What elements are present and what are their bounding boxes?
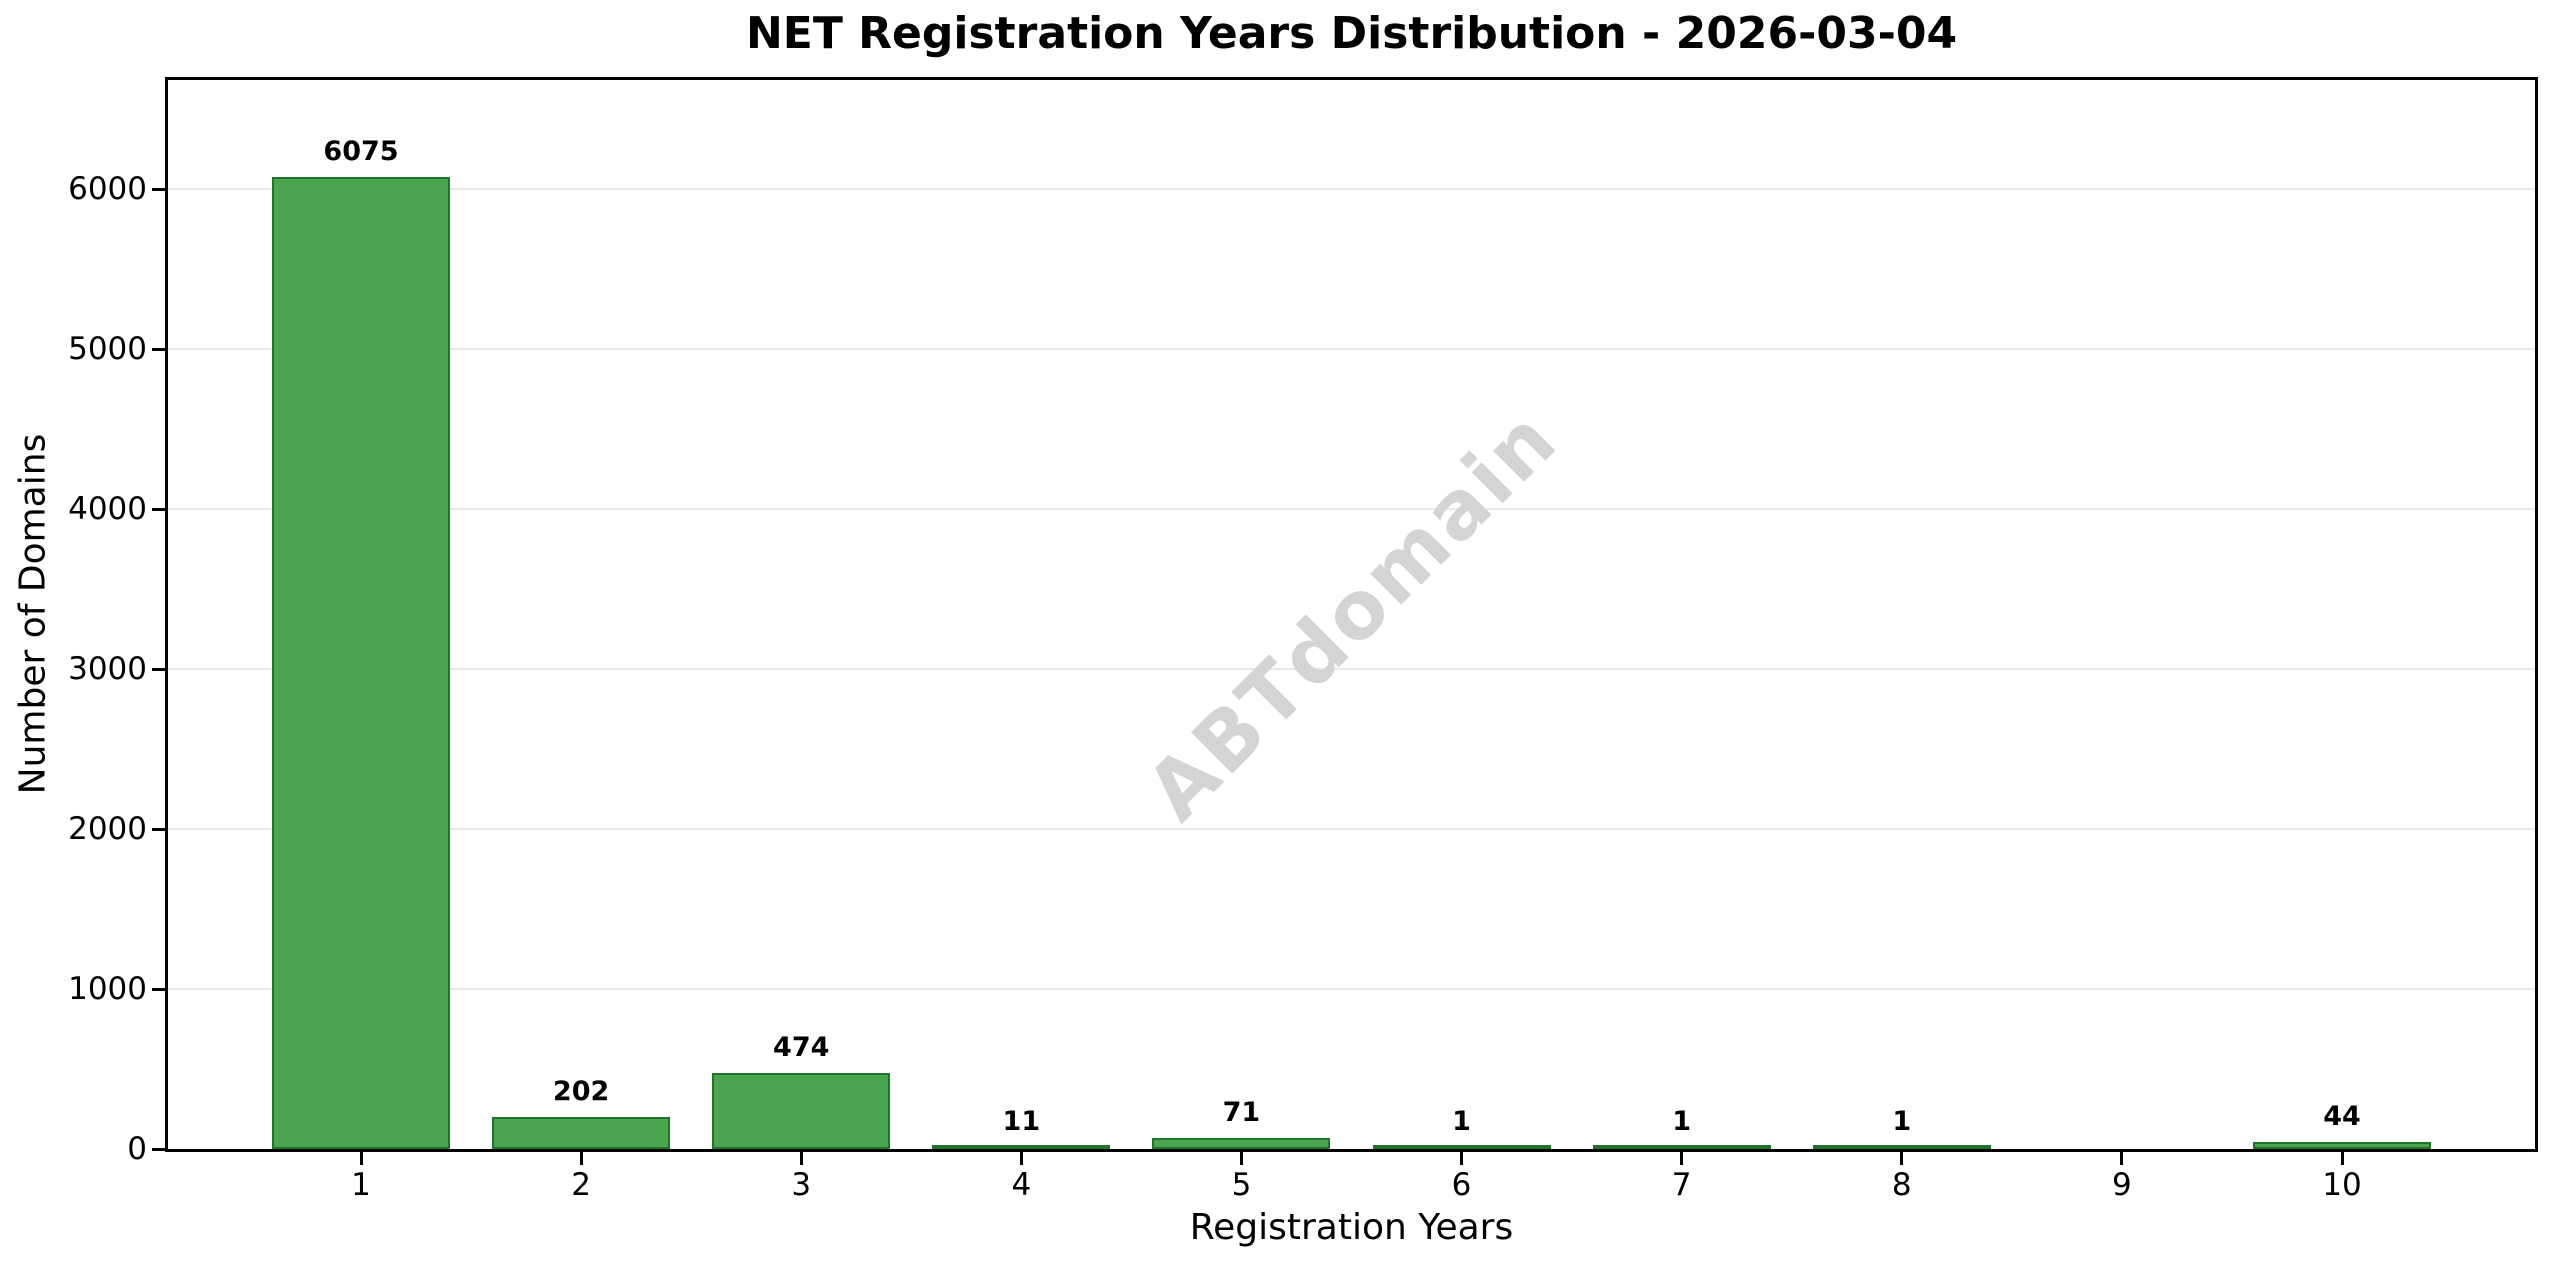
bar <box>1372 1145 1551 1149</box>
y-tick-label: 4000 <box>68 491 147 528</box>
y-tick-mark <box>152 507 165 511</box>
bar <box>272 177 450 1149</box>
gridline <box>168 668 2535 671</box>
gridline <box>168 508 2535 511</box>
y-tick-mark <box>152 827 165 831</box>
gridline <box>168 828 2535 831</box>
gridline <box>168 988 2535 991</box>
y-tick-mark <box>152 187 165 191</box>
bar-value-label: 474 <box>773 1032 830 1064</box>
bar-value-label: 11 <box>1002 1106 1041 1137</box>
bar-value-label: 44 <box>2323 1100 2361 1132</box>
bar <box>1812 1145 1991 1149</box>
bar-value-label: 71 <box>1222 1096 1261 1128</box>
x-axis-label: Registration Years <box>1189 1207 1514 1248</box>
y-tick-label: 2000 <box>68 811 147 848</box>
bar <box>1152 1137 1331 1149</box>
bar-value-label: 1 <box>1892 1106 1912 1137</box>
y-tick-label: 0 <box>127 1131 147 1167</box>
bar <box>712 1073 891 1149</box>
watermark-text: ABTdomain <box>1128 391 1575 838</box>
y-tick-label: 1000 <box>68 971 147 1008</box>
y-tick-mark <box>152 987 165 991</box>
x-tick-mark <box>1019 1152 1023 1165</box>
gridline <box>168 188 2535 191</box>
x-tick-label: 6 <box>1451 1167 1472 1203</box>
y-tick-mark <box>152 347 165 351</box>
y-tick-label: 5000 <box>68 331 147 368</box>
x-tick-label: 5 <box>1231 1167 1252 1203</box>
x-tick-mark <box>2120 1152 2124 1165</box>
x-tick-mark <box>1680 1152 1684 1165</box>
y-tick-label: 3000 <box>68 651 147 688</box>
x-tick-mark <box>799 1152 803 1165</box>
x-tick-label: 1 <box>351 1167 371 1203</box>
x-tick-label: 3 <box>791 1167 812 1203</box>
bar-value-label: 202 <box>552 1075 610 1107</box>
x-tick-label: 2 <box>571 1167 591 1203</box>
bar <box>1592 1145 1771 1149</box>
y-tick-label: 6000 <box>68 171 147 208</box>
x-tick-label: 9 <box>2112 1167 2132 1203</box>
x-tick-mark <box>1460 1152 1464 1165</box>
bar-value-label: 6075 <box>323 136 399 168</box>
x-tick-label: 4 <box>1011 1167 1032 1203</box>
x-tick-mark <box>1900 1152 1904 1165</box>
x-tick-label: 8 <box>1891 1167 1912 1203</box>
x-tick-mark <box>359 1152 363 1165</box>
bar <box>2253 1141 2431 1149</box>
y-tick-mark <box>152 1147 165 1151</box>
y-axis-label: Number of Domains <box>12 433 54 795</box>
x-tick-label: 10 <box>2322 1167 2362 1203</box>
y-tick-mark <box>152 667 165 671</box>
chart-title: NET Registration Years Distribution - 20… <box>745 8 1958 59</box>
x-tick-label: 7 <box>1671 1167 1692 1203</box>
bar <box>932 1145 1111 1149</box>
bar-value-label: 1 <box>1672 1106 1692 1137</box>
x-tick-mark <box>1239 1152 1243 1165</box>
plot-area: ABTdomain 6075 202 474 11 71 1 1 1 44 <box>165 77 2538 1152</box>
gridline <box>168 348 2535 351</box>
bar-value-label: 1 <box>1452 1106 1471 1137</box>
bar <box>492 1116 671 1149</box>
x-tick-mark <box>579 1152 583 1165</box>
x-tick-mark <box>2340 1152 2344 1165</box>
